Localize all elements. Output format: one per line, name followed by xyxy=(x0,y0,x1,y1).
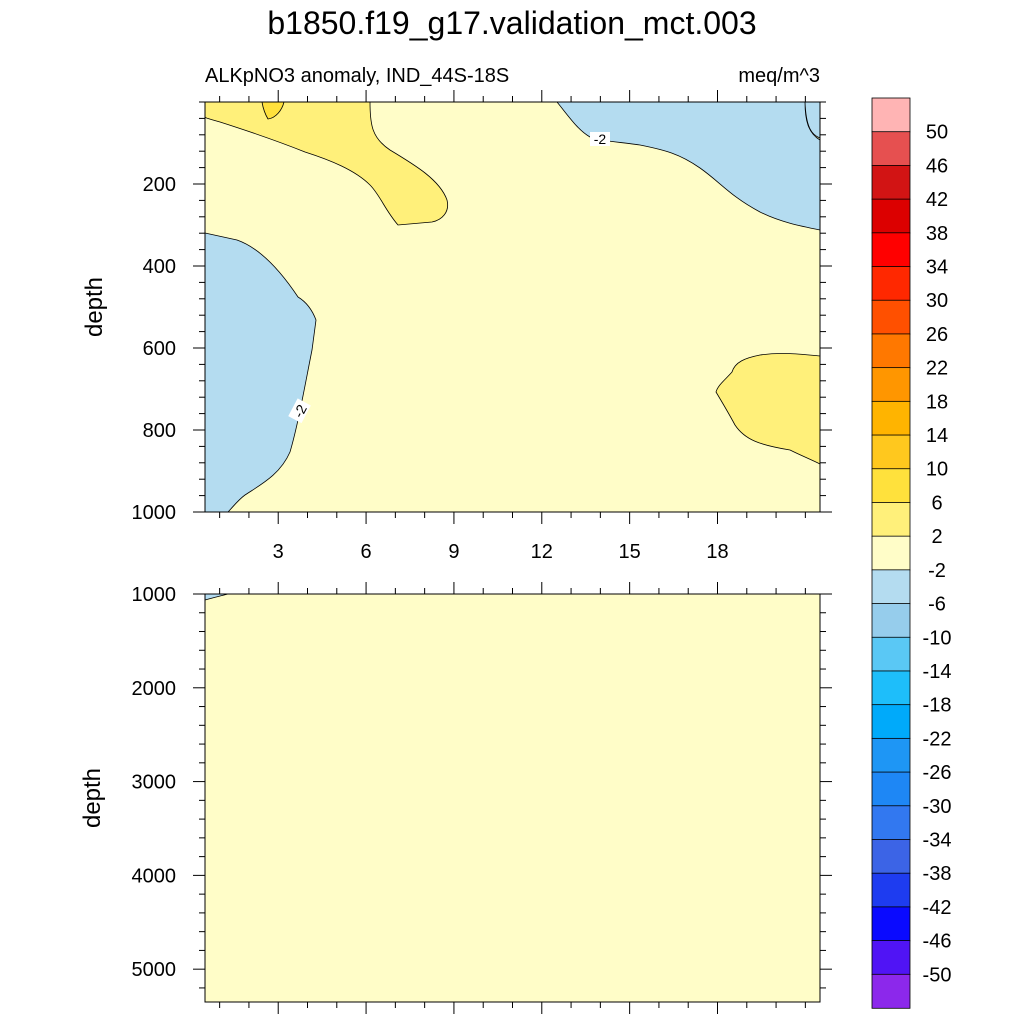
colorbar-label: -38 xyxy=(923,863,952,885)
colorbar-swatch xyxy=(871,232,911,268)
colorbar-label: 38 xyxy=(926,223,948,245)
contour-label-upper-right: -2 xyxy=(590,131,610,147)
colorbar-swatch xyxy=(871,603,911,638)
chart-subtitle-left: ALKpNO3 anomaly, IND_44S-18S xyxy=(205,65,509,87)
colorbar-swatch xyxy=(871,940,911,975)
colorbar-label: -6 xyxy=(928,594,946,616)
y-tick-label: 400 xyxy=(143,256,176,278)
x-tick-label: 6 xyxy=(361,541,372,563)
x-tick-label: 3 xyxy=(273,541,284,563)
y-tick-label: 200 xyxy=(143,174,176,196)
colorbar-label: 34 xyxy=(926,257,948,279)
colorbar-label: -50 xyxy=(923,964,952,986)
colorbar-swatch xyxy=(871,434,911,470)
colorbar-label: 18 xyxy=(926,391,948,413)
lower-y-axis: 1000 2000 3000 4000 5000 xyxy=(132,584,832,989)
negative-anomaly-region-left xyxy=(204,232,317,513)
colorbar-label: 6 xyxy=(931,492,942,514)
colorbar-swatch xyxy=(871,535,911,571)
upper-y-axis-label: depth xyxy=(81,277,108,337)
colorbar-label: -22 xyxy=(923,728,952,750)
colorbar-label: 46 xyxy=(926,155,948,177)
colorbar-swatch xyxy=(871,97,911,133)
colorbar-label: 42 xyxy=(926,189,948,211)
colorbar-swatch xyxy=(871,367,911,403)
colorbar-swatch xyxy=(871,266,911,301)
colorbar-label: -14 xyxy=(923,661,952,683)
colorbar: 50 46 42 38 34 30 26 22 18 14 10 6 2 -2 -6 -10 -14 -18 -22… xyxy=(871,97,952,1009)
y-tick-label: 600 xyxy=(143,338,176,360)
x-tick-label: 9 xyxy=(448,541,459,563)
chart-units-label: meq/m^3 xyxy=(738,65,820,87)
colorbar-label: -26 xyxy=(923,762,952,784)
colorbar-swatch xyxy=(871,400,911,436)
positive-anomaly-region-upper-left xyxy=(204,101,449,226)
colorbar-swatch xyxy=(871,468,911,504)
contour-label-left: -2 xyxy=(288,398,311,424)
lower-panel-background xyxy=(205,594,820,1002)
lower-panel: 1000 2000 3000 4000 5000 depth xyxy=(79,582,832,1014)
colorbar-label: -42 xyxy=(923,897,952,919)
y-tick-label: 800 xyxy=(143,420,176,442)
y-tick-label: 1000 xyxy=(132,584,177,606)
colorbar-label: 10 xyxy=(926,459,948,481)
colorbar-swatch xyxy=(871,636,911,672)
colorbar-swatch xyxy=(871,670,911,706)
colorbar-swatch xyxy=(871,569,911,605)
y-tick-label: 4000 xyxy=(132,865,177,887)
colorbar-swatch xyxy=(871,872,911,908)
x-tick-label: 18 xyxy=(706,541,728,563)
x-tick-label: 12 xyxy=(531,541,553,563)
colorbar-label: 26 xyxy=(926,324,948,346)
y-tick-label: 5000 xyxy=(132,959,177,981)
colorbar-label: -46 xyxy=(923,931,952,953)
colorbar-swatch xyxy=(871,333,911,369)
chart-title: b1850.f19_g17.validation_mct.003 xyxy=(267,5,756,41)
colorbar-label: 2 xyxy=(931,526,942,548)
y-tick-label: 3000 xyxy=(132,772,177,794)
upper-panel: -2 -2 200 400 600 800 1000 3 6 9 12 15 18 depth xyxy=(81,90,832,563)
lower-y-axis-label: depth xyxy=(79,768,106,828)
colorbar-swatch xyxy=(871,771,911,807)
colorbar-label: 50 xyxy=(926,122,948,144)
colorbar-label: 14 xyxy=(926,425,948,447)
positive-anomaly-region-right xyxy=(715,353,821,465)
colorbar-label: -34 xyxy=(923,829,952,851)
x-tick-label: 15 xyxy=(619,541,641,563)
colorbar-label: -30 xyxy=(923,796,952,818)
colorbar-swatch xyxy=(871,839,911,874)
colorbar-swatch xyxy=(871,502,911,537)
upper-x-axis: 3 6 9 12 15 18 xyxy=(219,90,806,563)
colorbar-swatch xyxy=(871,165,911,200)
colorbar-swatch xyxy=(871,299,911,335)
colorbar-label: 22 xyxy=(926,358,948,380)
colorbar-swatch xyxy=(871,737,911,773)
colorbar-swatch xyxy=(871,805,911,841)
contour-label-text: -2 xyxy=(594,131,607,147)
colorbar-label: 30 xyxy=(926,290,948,312)
colorbar-label: -10 xyxy=(923,627,952,649)
upper-y-axis: 200 400 600 800 1000 xyxy=(132,101,832,524)
colorbar-swatch xyxy=(871,704,911,740)
colorbar-label: -18 xyxy=(923,695,952,717)
colorbar-label: -2 xyxy=(928,560,946,582)
lower-x-axis xyxy=(219,582,806,1014)
colorbar-swatch xyxy=(871,198,911,234)
y-tick-label: 2000 xyxy=(132,678,177,700)
y-tick-label: 1000 xyxy=(132,502,177,524)
colorbar-swatch xyxy=(871,973,911,1009)
colorbar-swatch xyxy=(871,906,911,942)
colorbar-swatch xyxy=(871,131,911,167)
strong-positive-anomaly-patch xyxy=(261,101,285,120)
